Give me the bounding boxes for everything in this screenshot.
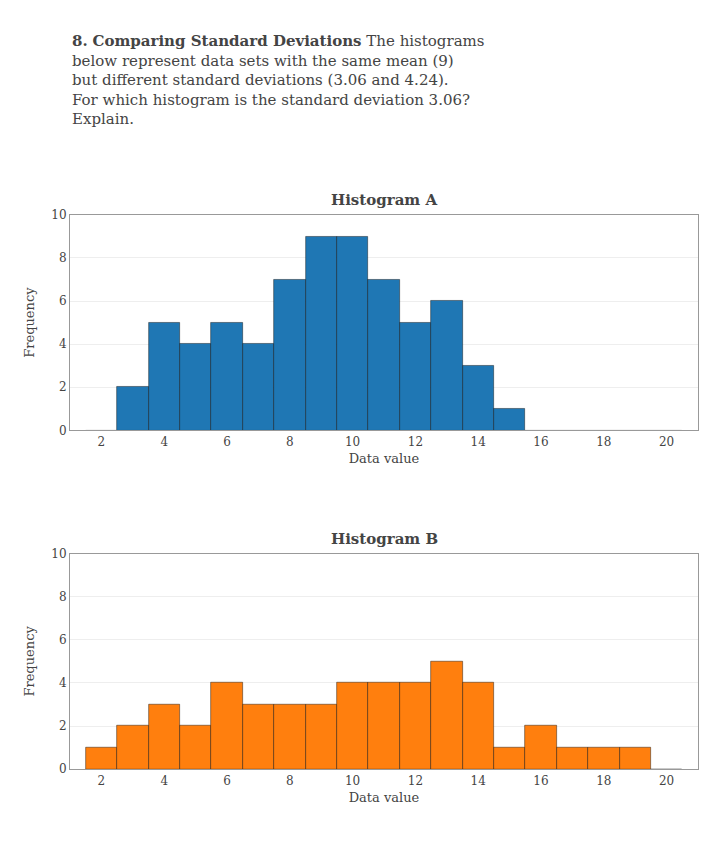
svg-text:20: 20 [659,435,674,449]
svg-text:Frequency: Frequency [22,287,37,358]
svg-text:4: 4 [160,774,168,788]
svg-text:Data value: Data value [349,451,420,466]
svg-text:0: 0 [59,762,67,776]
svg-text:10: 10 [345,774,360,788]
svg-text:20: 20 [659,774,674,788]
svg-text:8: 8 [59,251,67,265]
svg-text:12: 12 [408,774,423,788]
svg-text:10: 10 [51,208,66,222]
svg-text:8: 8 [286,774,294,788]
svg-text:18: 18 [596,774,611,788]
svg-text:0: 0 [59,424,67,438]
svg-text:16: 16 [533,774,548,788]
svg-text:Histogram A: Histogram A [331,191,437,209]
svg-text:18: 18 [596,435,611,449]
svg-text:Data value: Data value [349,790,420,805]
svg-text:2: 2 [59,380,67,394]
svg-text:16: 16 [533,435,548,449]
svg-text:6: 6 [59,633,67,647]
svg-text:4: 4 [160,435,168,449]
svg-text:6: 6 [223,774,231,788]
svg-text:2: 2 [98,435,106,449]
svg-text:Histogram B: Histogram B [331,530,438,548]
svg-text:2: 2 [98,774,106,788]
svg-text:12: 12 [408,435,423,449]
svg-text:10: 10 [51,547,66,561]
svg-text:10: 10 [345,435,360,449]
svg-text:4: 4 [59,676,67,690]
svg-text:6: 6 [223,435,231,449]
svg-text:6: 6 [59,294,67,308]
svg-text:14: 14 [471,774,487,788]
svg-text:4: 4 [59,337,67,351]
svg-text:8: 8 [59,590,67,604]
svg-text:8. Comparing Standard Deviatio: 8. Comparing Standard Deviations The his… [72,32,485,128]
svg-text:2: 2 [59,719,67,733]
svg-text:Frequency: Frequency [22,626,37,697]
svg-text:14: 14 [471,435,487,449]
svg-text:8: 8 [286,435,294,449]
